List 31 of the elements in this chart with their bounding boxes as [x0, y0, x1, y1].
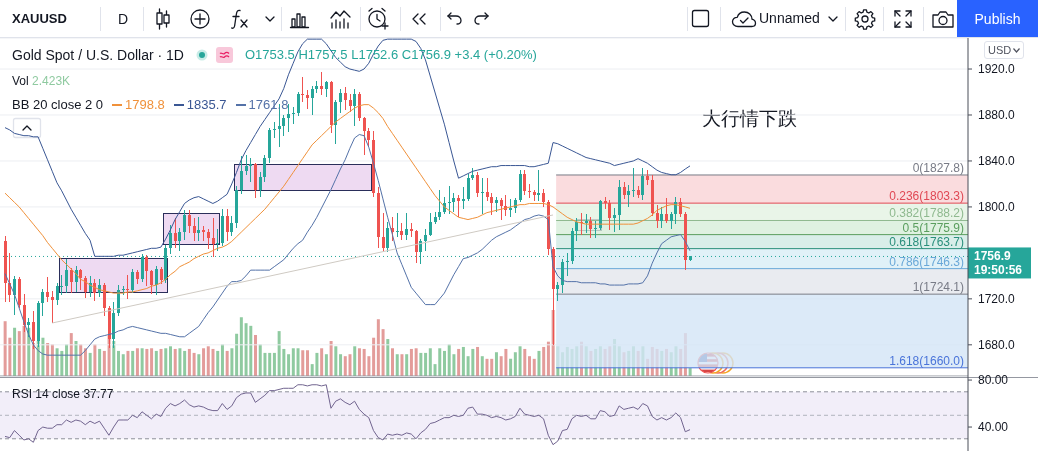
- ref-line-label: 0.786(1746.3): [889, 254, 964, 269]
- ref-line-label: 0.236(1803.3): [889, 189, 964, 204]
- text: Gold Spot / U.S. Dollar · 1D: [12, 47, 184, 63]
- text: D: [118, 11, 129, 27]
- y-tick-label: 1920.0: [978, 62, 1016, 77]
- legend-label: 1798.8: [125, 97, 165, 113]
- text: RSI 14 close 37.77: [12, 386, 114, 402]
- y-tick-label: 40.00: [978, 420, 1009, 435]
- text: 19:50:56: [974, 263, 1023, 278]
- chart-title: Vol 2.423K: [12, 73, 71, 89]
- ref-line-label: 1756.9: [974, 249, 1012, 264]
- ref-line-label: 0.618(1763.7): [889, 234, 964, 249]
- ref-line-label: 0.5(1775.9): [902, 220, 964, 235]
- text: O1753.5 H1757.5 L1752.6 C1756.9 +3.4 (+0.20%): [244, 47, 537, 63]
- y-tick-label: 1680.0: [978, 338, 1016, 353]
- ref-line-label: 0.382(1788.2): [889, 206, 964, 221]
- dropdown: USD: [984, 41, 1025, 59]
- legend-label: 1835.7: [186, 97, 227, 113]
- y-tick-label: 1880.0: [978, 108, 1016, 123]
- ref-line-label: 0(1827.8): [912, 160, 964, 175]
- text: XAUUSD: [12, 11, 67, 27]
- button: Publish: [957, 0, 1038, 37]
- y-tick-label: 80.00: [978, 373, 1009, 388]
- y-tick-label: 1800.0: [978, 200, 1016, 215]
- ref-line-label: 1(1724.1): [912, 280, 964, 295]
- legend-title: BB 20 close 2 0: [12, 97, 104, 113]
- text: 大行情下跌: [702, 106, 797, 130]
- text: Unnamed: [759, 10, 820, 27]
- y-tick-label: 1720.0: [978, 292, 1016, 307]
- y-tick-label: 1840.0: [978, 154, 1016, 169]
- ref-line-label: 1.618(1660.0): [889, 353, 964, 368]
